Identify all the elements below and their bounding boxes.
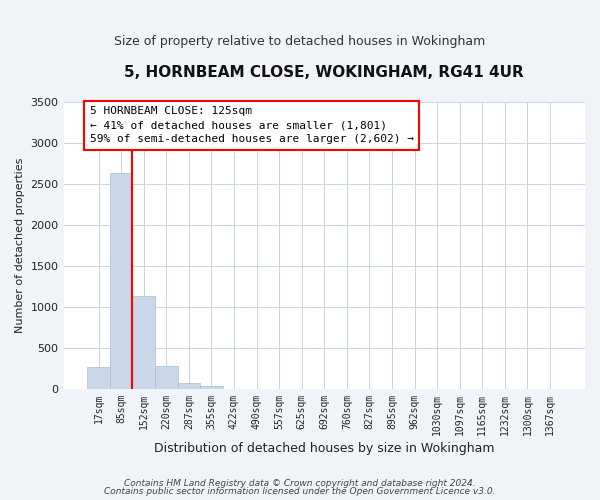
Bar: [155, 366, 178, 389]
X-axis label: Distribution of detached houses by size in Wokingham: Distribution of detached houses by size …: [154, 442, 494, 455]
Y-axis label: Number of detached properties: Number of detached properties: [15, 158, 25, 333]
Text: 5 HORNBEAM CLOSE: 125sqm
← 41% of detached houses are smaller (1,801)
59% of sem: 5 HORNBEAM CLOSE: 125sqm ← 41% of detach…: [89, 106, 413, 144]
Bar: [110, 172, 133, 389]
Bar: [133, 296, 155, 389]
Title: 5, HORNBEAM CLOSE, WOKINGHAM, RG41 4UR: 5, HORNBEAM CLOSE, WOKINGHAM, RG41 4UR: [124, 65, 524, 80]
Bar: [200, 386, 223, 389]
Text: Size of property relative to detached houses in Wokingham: Size of property relative to detached ho…: [115, 35, 485, 48]
Bar: [178, 382, 200, 389]
Text: Contains HM Land Registry data © Crown copyright and database right 2024.: Contains HM Land Registry data © Crown c…: [124, 478, 476, 488]
Bar: [87, 366, 110, 389]
Text: Contains public sector information licensed under the Open Government Licence v3: Contains public sector information licen…: [104, 487, 496, 496]
